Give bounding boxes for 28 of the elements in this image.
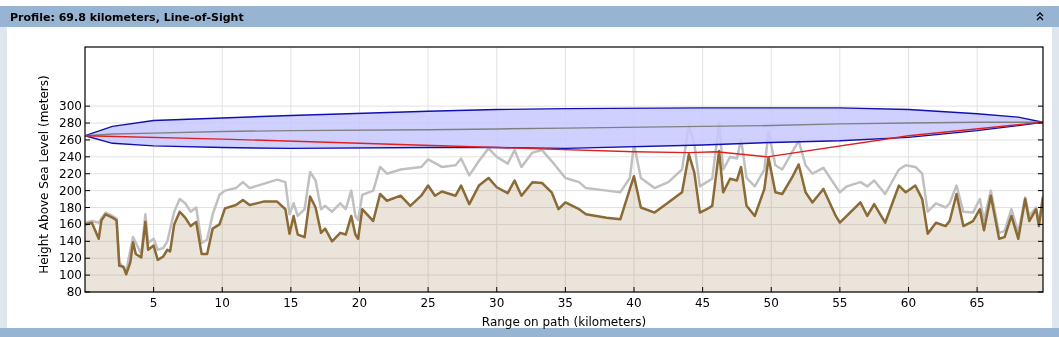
x-tick-label: 60 [900, 296, 917, 310]
x-tick-label: 25 [420, 296, 436, 310]
x-tick-label: 5 [149, 296, 158, 310]
x-tick-label: 30 [489, 296, 505, 310]
y-tick-label: 100 [59, 268, 82, 283]
x-axis-title: Range on path (kilometers) [481, 315, 647, 329]
x-tick-label: 50 [763, 296, 779, 310]
chart-title: Profile: 69.8 kilometers, Line-of-Sight [10, 11, 244, 24]
y-tick-label: 120 [59, 251, 82, 266]
y-tick-label: 160 [59, 217, 82, 232]
x-tick-label: 45 [694, 296, 711, 310]
x-tick-label: 15 [283, 296, 299, 310]
x-tick-label: 35 [557, 296, 574, 310]
y-tick-label: 260 [59, 132, 82, 147]
y-tick-label: 280 [59, 116, 82, 131]
y-tick-label: 200 [59, 183, 82, 198]
x-tick-label: 10 [214, 296, 230, 310]
x-tick-label: 20 [351, 296, 368, 310]
x-tick-label: 40 [626, 296, 642, 310]
y-tick-label: 240 [59, 149, 82, 164]
y-tick-label: 80 [66, 285, 82, 299]
y-tick-label: 140 [59, 234, 82, 249]
x-tick-label: 65 [969, 296, 985, 310]
y-axis-title: Height Above Sea Level (meters) [37, 75, 51, 274]
y-tick-label: 180 [59, 200, 82, 215]
y-tick-label: 220 [59, 166, 82, 181]
x-tick-label: 55 [832, 296, 848, 310]
y-tick-label: 300 [59, 99, 82, 114]
